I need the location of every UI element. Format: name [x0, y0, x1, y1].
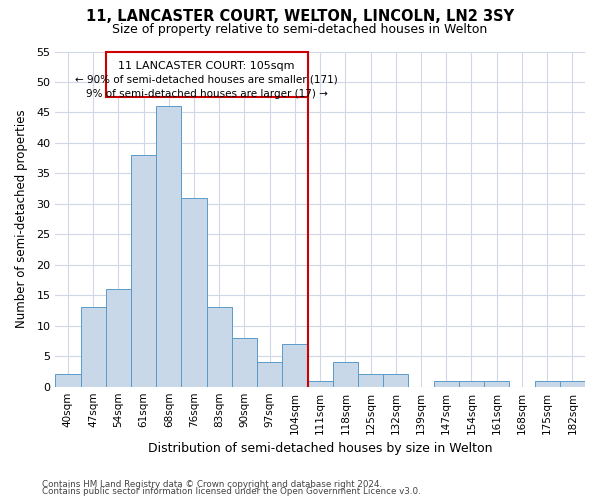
Text: Size of property relative to semi-detached houses in Welton: Size of property relative to semi-detach…: [112, 22, 488, 36]
Text: ← 90% of semi-detached houses are smaller (171): ← 90% of semi-detached houses are smalle…: [75, 74, 338, 85]
Bar: [106, 52, 308, 97]
Bar: [257, 362, 283, 386]
Bar: [434, 380, 459, 386]
Text: 11 LANCASTER COURT: 105sqm: 11 LANCASTER COURT: 105sqm: [118, 60, 295, 70]
Text: Contains HM Land Registry data © Crown copyright and database right 2024.: Contains HM Land Registry data © Crown c…: [42, 480, 382, 489]
Bar: [283, 344, 308, 387]
Bar: [80, 308, 106, 386]
X-axis label: Distribution of semi-detached houses by size in Welton: Distribution of semi-detached houses by …: [148, 442, 493, 455]
Bar: [484, 380, 509, 386]
Y-axis label: Number of semi-detached properties: Number of semi-detached properties: [15, 110, 28, 328]
Bar: [181, 198, 206, 386]
Bar: [358, 374, 383, 386]
Bar: [55, 374, 80, 386]
Bar: [333, 362, 358, 386]
Text: Contains public sector information licensed under the Open Government Licence v3: Contains public sector information licen…: [42, 487, 421, 496]
Text: 9% of semi-detached houses are larger (17) →: 9% of semi-detached houses are larger (1…: [86, 88, 328, 99]
Bar: [232, 338, 257, 386]
Bar: [106, 289, 131, 386]
Text: 11, LANCASTER COURT, WELTON, LINCOLN, LN2 3SY: 11, LANCASTER COURT, WELTON, LINCOLN, LN…: [86, 9, 514, 24]
Bar: [535, 380, 560, 386]
Bar: [156, 106, 181, 386]
Bar: [459, 380, 484, 386]
Bar: [560, 380, 585, 386]
Bar: [383, 374, 409, 386]
Bar: [131, 155, 156, 386]
Bar: [206, 308, 232, 386]
Bar: [308, 380, 333, 386]
